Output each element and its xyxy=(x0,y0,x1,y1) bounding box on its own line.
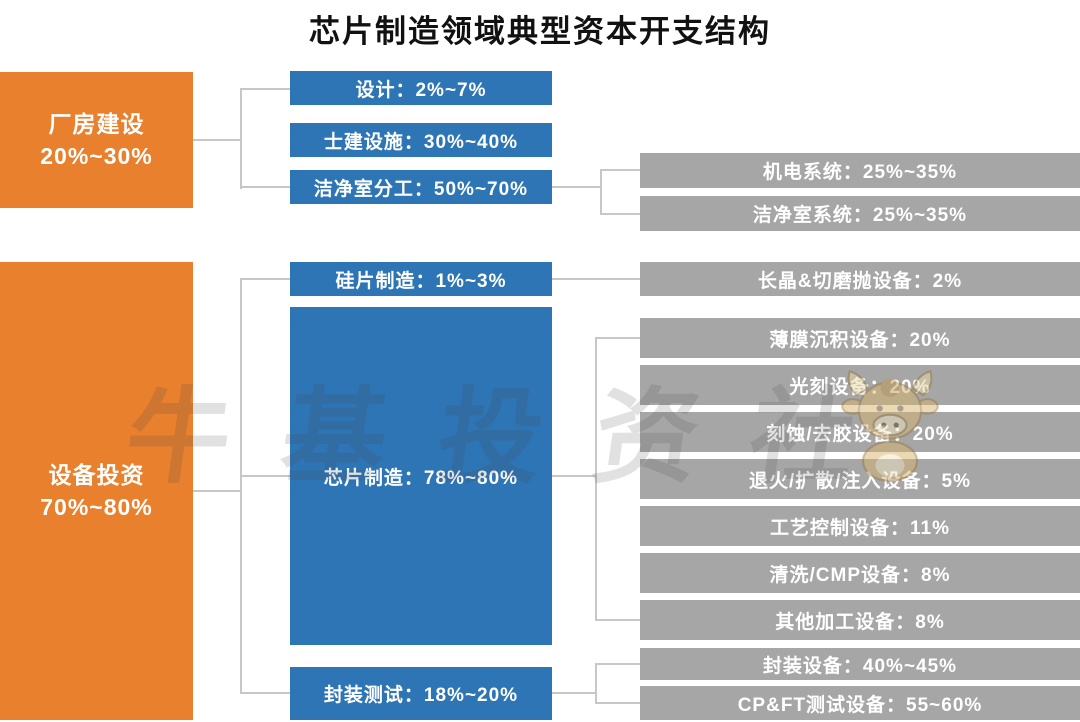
node-package-test: 封装测试：18%~20% xyxy=(290,667,552,720)
node-crystal-growth-equipment: 长晶&切磨抛设备：2% xyxy=(640,262,1080,296)
page-title: 芯片制造领域典型资本开支结构 xyxy=(309,14,771,49)
node-cpft-test-equipment: CP&FT测试设备：55~60% xyxy=(640,686,1080,720)
node-packaging-equipment: 封装设备：40%~45% xyxy=(640,648,1080,680)
connector-line xyxy=(600,169,602,215)
connector-line xyxy=(552,475,595,477)
connector-line xyxy=(602,213,640,215)
node-chip-manufacturing: 芯片制造：78%~80% xyxy=(290,307,552,645)
connector-line xyxy=(597,702,640,704)
connector-line xyxy=(595,337,597,621)
node-wafer-manufacturing: 硅片制造：1%~3% xyxy=(290,262,552,296)
node-other-processing-equipment-text: 其他加工设备：8% xyxy=(775,611,945,633)
node-cpft-test-equipment-text: CP&FT测试设备：55~60% xyxy=(737,694,983,716)
node-lithography-equipment-text: 光刻设备：20% xyxy=(789,376,931,398)
node-cleanroom-system: 洁净室系统：25%~35% xyxy=(640,196,1080,231)
connector-line xyxy=(602,169,640,171)
node-anneal-diffusion-implant-equipment: 退火/扩散/注入设备：5% xyxy=(640,459,1080,499)
connector-line xyxy=(193,490,240,492)
node-cleaning-cmp-equipment: 清洗/CMP设备：8% xyxy=(640,553,1080,593)
connector-line xyxy=(597,619,640,621)
node-plant-label: 厂房建设 xyxy=(48,110,145,137)
node-etch-strip-equipment: 刻蚀/去胶设备：20% xyxy=(640,412,1080,452)
node-lithography-equipment: 光刻设备：20% xyxy=(640,365,1080,405)
connector-line xyxy=(552,692,595,694)
node-chip-manufacturing-text: 芯片制造：78%~80% xyxy=(323,467,519,489)
node-equipment-value: 70%~80% xyxy=(40,494,153,520)
node-etch-strip-equipment-text: 刻蚀/去胶设备：20% xyxy=(766,423,954,445)
connector-line xyxy=(595,663,597,704)
node-crystal-growth-equipment-text: 长晶&切磨抛设备：2% xyxy=(757,270,963,292)
node-equipment-label: 设备投资 xyxy=(48,461,145,488)
connector-line xyxy=(552,186,600,188)
node-thin-film-deposition-equipment-text: 薄膜沉积设备：20% xyxy=(769,329,951,351)
node-cleaning-cmp-equipment-text: 清洗/CMP设备：8% xyxy=(769,564,951,586)
connector-line xyxy=(552,278,640,280)
node-electromechanical-system-text: 机电系统：25%~35% xyxy=(762,162,958,183)
node-process-control-equipment-text: 工艺控制设备：11% xyxy=(770,517,950,539)
node-electromechanical-system: 机电系统：25%~35% xyxy=(640,153,1080,188)
node-plant-construction: 厂房建设 20%~30% xyxy=(0,72,193,208)
connector-line xyxy=(240,278,242,694)
connector-line xyxy=(242,88,290,90)
node-plant-value: 20%~30% xyxy=(40,143,153,169)
node-cleanroom-system-text: 洁净室系统：25%~35% xyxy=(752,205,968,226)
connector-line xyxy=(597,663,640,665)
node-packaging-equipment-text: 封装设备：40%~45% xyxy=(762,655,958,677)
node-cleanroom-split-text: 洁净室分工：50%~70% xyxy=(313,178,529,200)
node-thin-film-deposition-equipment: 薄膜沉积设备：20% xyxy=(640,318,1080,358)
node-other-processing-equipment: 其他加工设备：8% xyxy=(640,600,1080,640)
node-design-text: 设计：2%~7% xyxy=(355,79,487,101)
connector-line xyxy=(193,139,240,141)
node-design: 设计：2%~7% xyxy=(290,71,552,105)
connector-line xyxy=(597,337,640,339)
node-cleanroom-split: 洁净室分工：50%~70% xyxy=(290,170,552,204)
node-civil-facilities: 士建设施：30%~40% xyxy=(290,123,552,157)
node-package-test-text: 封装测试：18%~20% xyxy=(323,685,519,706)
connector-line xyxy=(242,186,290,188)
node-process-control-equipment: 工艺控制设备：11% xyxy=(640,506,1080,546)
node-civil-facilities-text: 士建设施：30%~40% xyxy=(323,131,519,153)
connector-line xyxy=(240,88,242,189)
connector-line xyxy=(242,278,290,280)
connector-line xyxy=(242,475,290,477)
connector-line xyxy=(242,692,290,694)
node-anneal-diffusion-implant-equipment-text: 退火/扩散/注入设备：5% xyxy=(748,470,972,492)
node-wafer-manufacturing-text: 硅片制造：1%~3% xyxy=(335,270,507,292)
node-equipment-investment: 设备投资 70%~80% xyxy=(0,262,193,720)
